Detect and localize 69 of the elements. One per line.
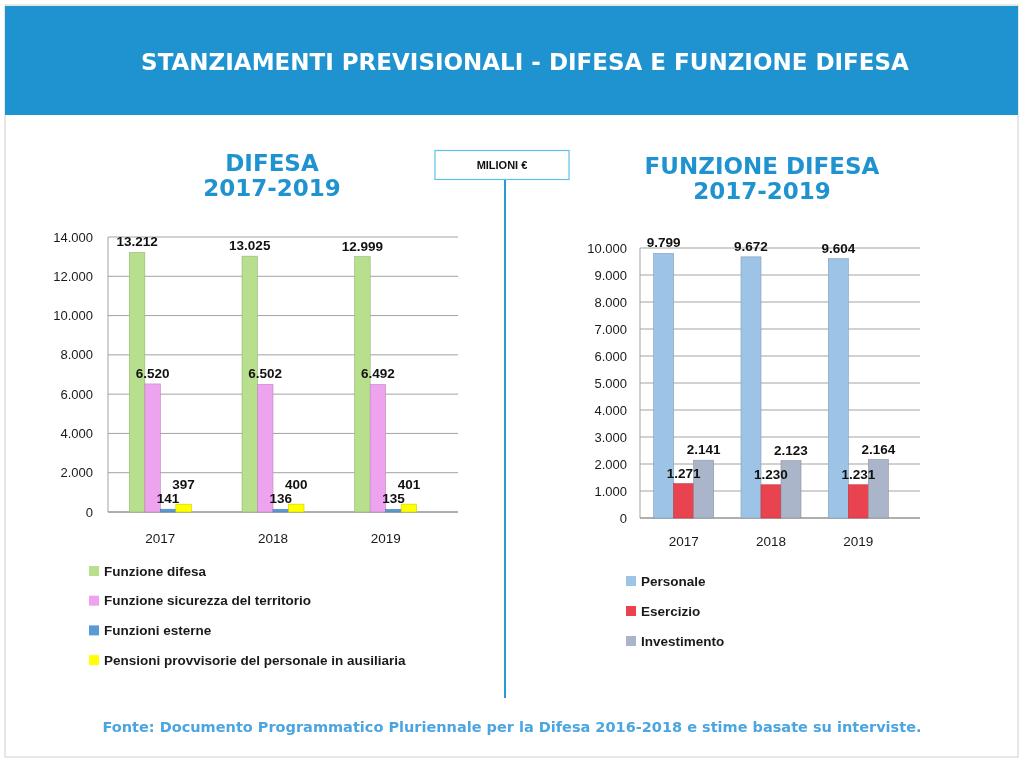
- data-label: 400: [284, 476, 308, 492]
- y-tick-label: 6.000: [594, 348, 627, 364]
- legend-label: Personale: [641, 573, 707, 589]
- y-tick-label: 1.000: [594, 483, 627, 499]
- chart-title: DIFESA: [225, 150, 319, 176]
- data-label: 13.212: [116, 234, 158, 250]
- legend-label: Funzione difesa: [104, 563, 207, 579]
- chart-subtitle: 2017-2019: [693, 178, 831, 204]
- data-label: 1.231: [841, 466, 876, 482]
- y-tick-label: 0: [85, 504, 93, 520]
- text: MILIONI €: [476, 159, 528, 171]
- data-label: 1.230: [754, 466, 788, 482]
- x-tick-label: 2019: [843, 534, 874, 549]
- y-tick-label: 5.000: [594, 375, 627, 391]
- y-tick-label: 14.000: [53, 229, 93, 245]
- data-label: 12.999: [341, 238, 384, 254]
- x-tick-label: 2019: [370, 531, 401, 546]
- data-label: 2.141: [686, 442, 722, 458]
- data-label: 6.492: [361, 366, 395, 382]
- legend-label: Pensioni provvisorie del personale in ausiliaria: [104, 652, 407, 668]
- bar: [400, 503, 417, 513]
- y-tick-label: 7.000: [594, 321, 627, 337]
- data-label: 6.502: [248, 366, 283, 382]
- y-tick-label: 2.000: [594, 456, 627, 472]
- bar: [160, 508, 177, 513]
- data-label: 13.025: [229, 238, 271, 254]
- x-tick-label: 2018: [755, 534, 787, 549]
- y-tick-label: 4.000: [594, 402, 627, 418]
- legend-label: Funzioni esterne: [104, 622, 212, 638]
- bar: [288, 503, 305, 513]
- text: STANZIAMENTI PREVISIONALI - DIFESA E FUNZIONE DIFESA: [141, 49, 910, 75]
- data-label: 9.604: [821, 240, 856, 256]
- data-label: 141: [156, 491, 180, 507]
- bar: [673, 483, 694, 519]
- y-tick-label: 0: [619, 510, 627, 526]
- data-label: 1.271: [666, 465, 702, 481]
- y-tick-label: 8.000: [60, 347, 93, 363]
- y-tick-label: 4.000: [60, 425, 93, 441]
- chart-subtitle: 2017-2019: [203, 175, 341, 201]
- y-tick-label: 10.000: [587, 240, 627, 256]
- bar: [848, 484, 869, 519]
- legend-label: Investimento: [641, 633, 725, 649]
- y-tick-label: 10.000: [53, 308, 93, 324]
- y-tick-label: 12.000: [53, 268, 93, 284]
- bar: [760, 484, 782, 519]
- data-label: 2.123: [774, 442, 809, 458]
- legend-label: Esercizio: [641, 603, 701, 619]
- x-tick-label: 2017: [145, 531, 176, 546]
- x-tick-label: 2017: [668, 534, 699, 549]
- chart-title: FUNZIONE DIFESA: [644, 153, 880, 179]
- bar: [272, 509, 289, 513]
- y-tick-label: 2.000: [60, 465, 93, 481]
- y-tick-label: 6.000: [60, 386, 93, 402]
- x-tick-label: 2018: [257, 531, 289, 546]
- data-label: 9.799: [646, 235, 681, 251]
- y-tick-label: 8.000: [594, 294, 627, 310]
- data-label: 397: [172, 476, 195, 492]
- bar: [385, 509, 402, 513]
- bar: [175, 503, 192, 513]
- source-note: Fonte: Documento Programmatico Pluriennale per la Difesa 2016-2018 e stime basate su interviste.: [102, 719, 922, 735]
- data-label: 136: [269, 491, 293, 507]
- data-label: 9.672: [734, 238, 768, 254]
- y-tick-label: 9.000: [594, 267, 627, 283]
- data-label: 135: [382, 491, 406, 507]
- y-tick-label: 3.000: [594, 429, 627, 445]
- data-label: 6.520: [135, 365, 170, 381]
- legend-label: Funzione sicurezza del territorio: [104, 593, 312, 609]
- data-label: 401: [397, 476, 421, 492]
- data-label: 2.164: [861, 441, 896, 457]
